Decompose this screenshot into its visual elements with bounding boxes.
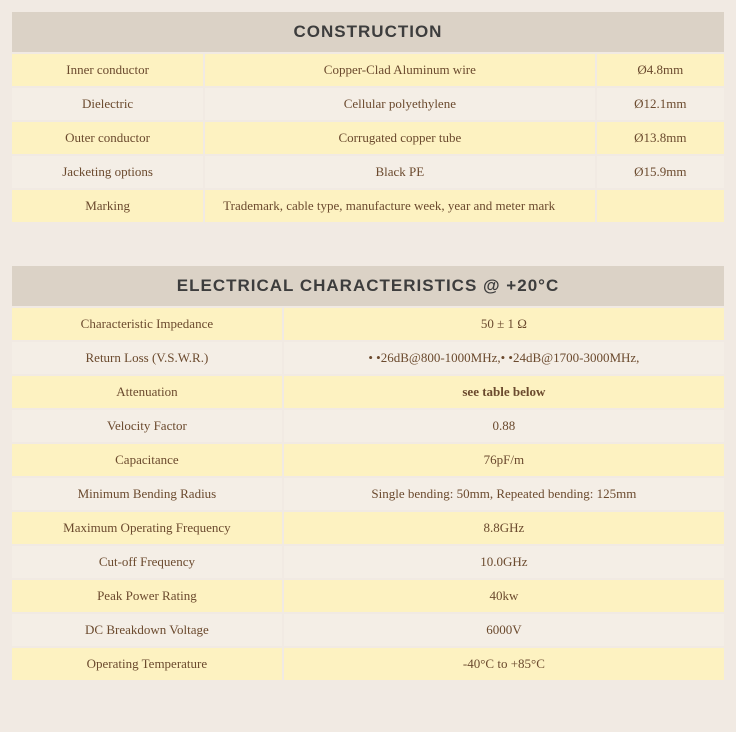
table-row: Cut-off Frequency 10.0GHz	[12, 546, 724, 578]
table-row: Minimum Bending Radius Single bending: 5…	[12, 478, 724, 510]
construction-dim	[597, 190, 724, 222]
electrical-value: -40°C to +85°C	[284, 648, 724, 680]
electrical-table: ELECTRICAL CHARACTERISTICS @ +20°C Chara…	[10, 264, 726, 682]
table-row: Velocity Factor 0.88	[12, 410, 724, 442]
table-row: Peak Power Rating 40kw	[12, 580, 724, 612]
electrical-label: Maximum Operating Frequency	[12, 512, 282, 544]
table-row: Jacketing options Black PE Ø15.9mm	[12, 156, 724, 188]
construction-label: Inner conductor	[12, 54, 203, 86]
table-row: Operating Temperature -40°C to +85°C	[12, 648, 724, 680]
electrical-value: see table below	[284, 376, 724, 408]
electrical-label: Velocity Factor	[12, 410, 282, 442]
electrical-label: Cut-off Frequency	[12, 546, 282, 578]
table-row: Marking Trademark, cable type, manufactu…	[12, 190, 724, 222]
electrical-value: • •26dB@800-1000MHz,• •24dB@1700-3000MHz…	[284, 342, 724, 374]
electrical-value: 76pF/m	[284, 444, 724, 476]
table-row: Outer conductor Corrugated copper tube Ø…	[12, 122, 724, 154]
construction-desc: Trademark, cable type, manufacture week,…	[205, 190, 594, 222]
table-row: Capacitance 76pF/m	[12, 444, 724, 476]
construction-header-row: CONSTRUCTION	[12, 12, 724, 52]
construction-label: Dielectric	[12, 88, 203, 120]
electrical-value: Single bending: 50mm, Repeated bending: …	[284, 478, 724, 510]
table-row: Dielectric Cellular polyethylene Ø12.1mm	[12, 88, 724, 120]
electrical-label: Peak Power Rating	[12, 580, 282, 612]
electrical-header-row: ELECTRICAL CHARACTERISTICS @ +20°C	[12, 266, 724, 306]
electrical-value: 10.0GHz	[284, 546, 724, 578]
construction-label: Marking	[12, 190, 203, 222]
table-row: Return Loss (V.S.W.R.) • •26dB@800-1000M…	[12, 342, 724, 374]
electrical-label: Attenuation	[12, 376, 282, 408]
table-row: Attenuation see table below	[12, 376, 724, 408]
construction-desc: Copper-Clad Aluminum wire	[205, 54, 594, 86]
electrical-label: Characteristic Impedance	[12, 308, 282, 340]
electrical-value: 50 ± 1 Ω	[284, 308, 724, 340]
electrical-value: 6000V	[284, 614, 724, 646]
construction-dim: Ø13.8mm	[597, 122, 724, 154]
construction-dim: Ø4.8mm	[597, 54, 724, 86]
table-row: Maximum Operating Frequency 8.8GHz	[12, 512, 724, 544]
construction-desc: Corrugated copper tube	[205, 122, 594, 154]
table-row: Inner conductor Copper-Clad Aluminum wir…	[12, 54, 724, 86]
table-row: Characteristic Impedance 50 ± 1 Ω	[12, 308, 724, 340]
electrical-label: Minimum Bending Radius	[12, 478, 282, 510]
construction-title: CONSTRUCTION	[12, 12, 724, 52]
electrical-title: ELECTRICAL CHARACTERISTICS @ +20°C	[12, 266, 724, 306]
construction-label: Jacketing options	[12, 156, 203, 188]
construction-desc: Black PE	[205, 156, 594, 188]
construction-dim: Ø12.1mm	[597, 88, 724, 120]
table-row: DC Breakdown Voltage 6000V	[12, 614, 724, 646]
construction-dim: Ø15.9mm	[597, 156, 724, 188]
electrical-label: Operating Temperature	[12, 648, 282, 680]
electrical-label: DC Breakdown Voltage	[12, 614, 282, 646]
electrical-value: 8.8GHz	[284, 512, 724, 544]
electrical-label: Capacitance	[12, 444, 282, 476]
electrical-label: Return Loss (V.S.W.R.)	[12, 342, 282, 374]
electrical-value: 0.88	[284, 410, 724, 442]
electrical-value: 40kw	[284, 580, 724, 612]
construction-label: Outer conductor	[12, 122, 203, 154]
construction-table: CONSTRUCTION Inner conductor Copper-Clad…	[10, 10, 726, 224]
construction-desc: Cellular polyethylene	[205, 88, 594, 120]
